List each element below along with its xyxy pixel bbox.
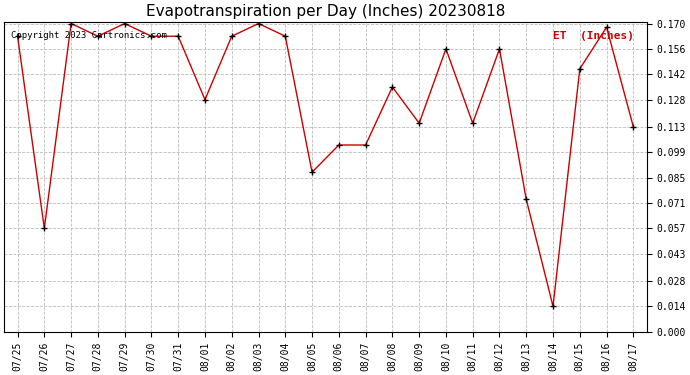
Text: ET  (Inches): ET (Inches) [553, 31, 634, 41]
Text: Copyright 2023 Cartronics.com: Copyright 2023 Cartronics.com [10, 31, 166, 40]
Title: Evapotranspiration per Day (Inches) 20230818: Evapotranspiration per Day (Inches) 2023… [146, 4, 505, 19]
